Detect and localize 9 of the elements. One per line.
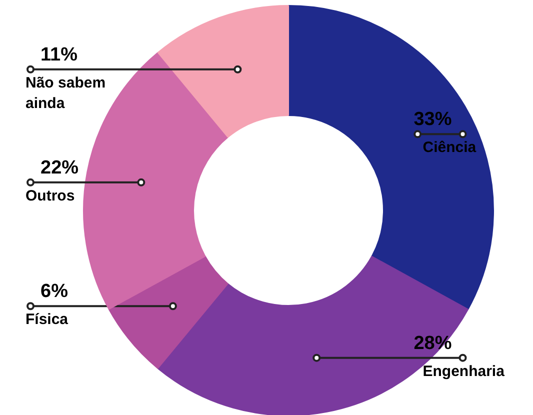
slice-label: Física xyxy=(26,311,69,328)
data-label: 33% xyxy=(414,109,452,130)
slice-label: Ciência xyxy=(422,139,477,156)
slice-label: Não sabem ainda xyxy=(26,74,106,112)
slice-label: Outros xyxy=(26,187,75,204)
data-label: 6% xyxy=(40,281,68,302)
slice-label: Engenharia xyxy=(422,362,506,380)
data-label: 22% xyxy=(40,157,79,178)
data-label: 11% xyxy=(40,44,78,66)
